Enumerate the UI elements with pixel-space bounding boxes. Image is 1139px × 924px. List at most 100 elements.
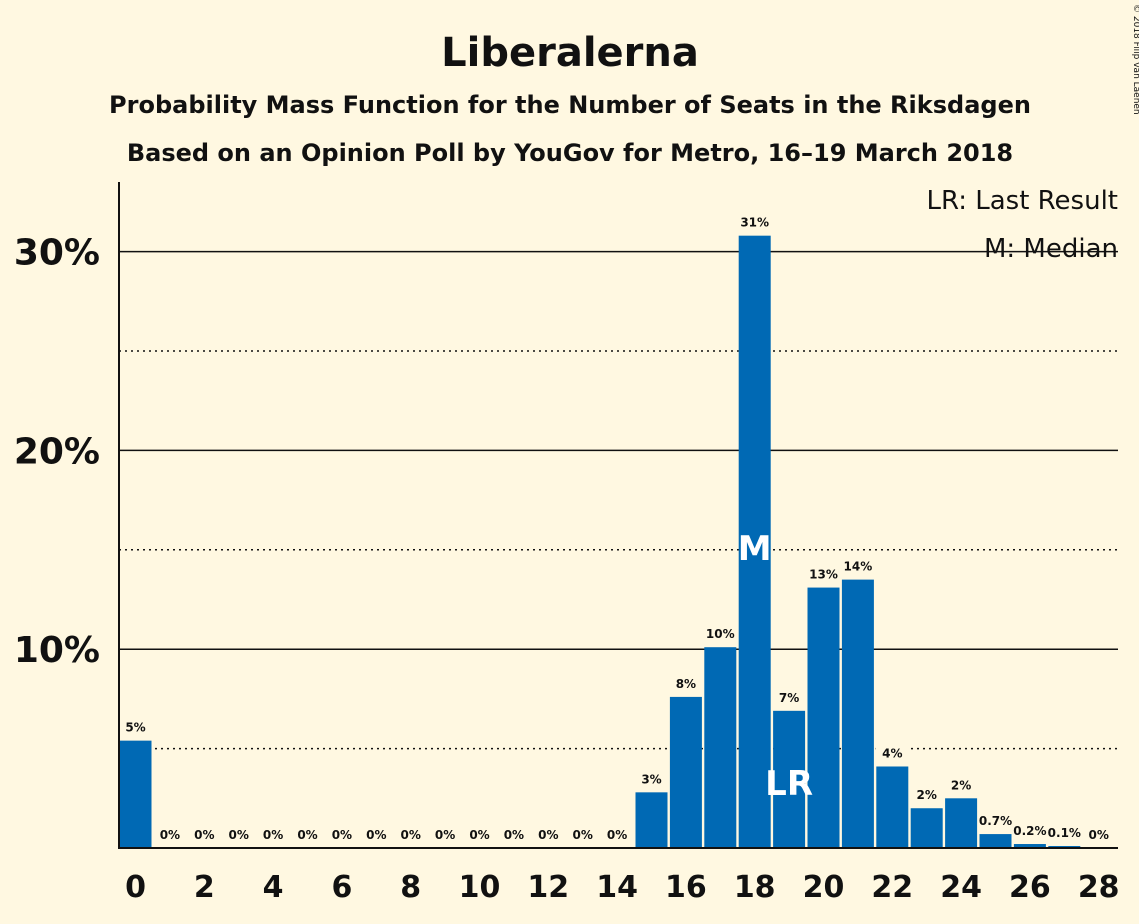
chart-subtitle: Probability Mass Function for the Number… xyxy=(109,91,1031,119)
bar-seat-17 xyxy=(704,647,737,848)
bar-label-backdrop xyxy=(634,769,669,787)
bar-value-label: 14% xyxy=(844,560,873,574)
bar-label-backdrop xyxy=(772,687,807,705)
bar-markers: M LR xyxy=(738,529,813,804)
bar-value-label: 10% xyxy=(706,627,735,641)
bar-value-labels: 5% 0% 0% 0% 0% 0% 0% 0% 0% 0% 0% 0% 0% 0% 0% 3% 8% 10% 31%… xyxy=(118,212,1116,842)
bar-seat-23 xyxy=(910,808,943,848)
bar-seat-21 xyxy=(841,579,874,848)
bar-label-backdrop xyxy=(1012,821,1047,839)
x-tick-label: 26 xyxy=(1009,870,1051,905)
bar-value-label: 0% xyxy=(538,828,558,842)
bar-label-backdrop xyxy=(978,811,1013,829)
bar-label-backdrop xyxy=(531,825,566,842)
bar-seat-18 xyxy=(738,235,771,848)
chart-title: Liberalerna xyxy=(441,30,699,76)
bar-value-label: 0% xyxy=(263,828,283,842)
bar-label-backdrop xyxy=(565,825,600,842)
chart-subtitle-poll: Based on an Opinion Poll by YouGov for M… xyxy=(127,139,1013,167)
bar-label-backdrop xyxy=(118,717,153,735)
copyright-note: © 2018 Filip van Laenen xyxy=(1131,4,1139,115)
bar-label-backdrop xyxy=(875,743,910,761)
bar-value-label: 0% xyxy=(435,828,455,842)
x-axis-ticks: 0 2 4 6 8 10 12 14 16 18 20 22 24 26 28 xyxy=(125,870,1120,905)
x-tick-label: 12 xyxy=(527,870,569,905)
bar-value-label: 0% xyxy=(607,828,627,842)
x-tick-label: 14 xyxy=(596,870,638,905)
bar-label-backdrop xyxy=(703,624,738,642)
bars xyxy=(119,235,1081,848)
bar-label-backdrop xyxy=(1081,825,1116,842)
bar-seat-25 xyxy=(979,834,1012,848)
legend-median: M: Median xyxy=(984,234,1118,264)
bar-label-backdrop xyxy=(324,825,359,842)
bar-label-backdrop xyxy=(909,785,944,803)
bar-seat-15 xyxy=(635,792,668,848)
bar-seat-22 xyxy=(876,766,909,848)
bar-value-label: 7% xyxy=(779,691,799,705)
bar-value-label: 2% xyxy=(951,778,971,792)
y-axis-ticks: 10% 20% 30% xyxy=(14,233,100,672)
bar-label-backdrop xyxy=(806,564,841,582)
bar-seat-16 xyxy=(669,696,702,848)
bar-label-backdrop xyxy=(221,825,256,842)
bar-seat-26 xyxy=(1013,844,1046,848)
bar-seat-0 xyxy=(119,740,152,848)
bar-value-label: 0% xyxy=(504,828,524,842)
bar-label-backdrop xyxy=(359,825,394,842)
x-tick-label: 16 xyxy=(665,870,707,905)
bar-seat-20 xyxy=(807,587,840,848)
x-tick-label: 6 xyxy=(331,870,352,905)
bar-value-label: 2% xyxy=(917,788,937,802)
bar-label-backdrop xyxy=(1047,823,1082,841)
bar-value-label: 0% xyxy=(332,828,352,842)
x-tick-label: 4 xyxy=(263,870,284,905)
bar-label-backdrop xyxy=(187,825,222,842)
bar-label-backdrop xyxy=(668,673,703,691)
median-marker: M xyxy=(738,529,772,569)
bar-label-backdrop xyxy=(393,825,428,842)
bar-label-backdrop xyxy=(944,775,979,793)
bar-value-label: 31% xyxy=(740,216,769,230)
bar-value-label: 4% xyxy=(882,746,902,760)
bar-value-label: 0% xyxy=(401,828,421,842)
bar-value-label: 0.7% xyxy=(979,814,1012,828)
bar-label-backdrop xyxy=(256,825,291,842)
x-tick-label: 24 xyxy=(940,870,982,905)
y-tick-label: 20% xyxy=(14,431,100,472)
bar-seat-19 xyxy=(773,710,806,848)
x-tick-label: 22 xyxy=(871,870,913,905)
legend-last-result: LR: Last Result xyxy=(926,186,1118,216)
bar-value-label: 13% xyxy=(809,568,838,582)
last-result-marker: LR xyxy=(765,764,813,804)
x-tick-label: 18 xyxy=(734,870,776,905)
y-tick-label: 10% xyxy=(14,630,100,671)
bar-label-backdrop xyxy=(737,212,772,230)
bar-value-label: 8% xyxy=(676,677,696,691)
bar-value-label: 0% xyxy=(469,828,489,842)
x-tick-label: 0 xyxy=(125,870,146,905)
bar-value-label: 0.2% xyxy=(1013,824,1046,838)
bar-label-backdrop xyxy=(428,825,463,842)
x-tick-label: 28 xyxy=(1078,870,1120,905)
bar-value-label: 3% xyxy=(641,772,661,786)
x-tick-label: 20 xyxy=(803,870,845,905)
x-tick-label: 10 xyxy=(459,870,501,905)
x-tick-label: 2 xyxy=(194,870,215,905)
bar-seat-24 xyxy=(945,798,978,848)
bar-label-backdrop xyxy=(152,825,187,842)
bar-value-label: 0% xyxy=(366,828,386,842)
bar-label-backdrop xyxy=(290,825,325,842)
bar-value-label: 5% xyxy=(125,721,145,735)
bar-label-backdrop xyxy=(840,556,875,574)
bar-label-backdrop xyxy=(600,825,635,842)
bar-value-label: 0% xyxy=(1089,828,1109,842)
bar-label-backdrop xyxy=(496,825,531,842)
bar-value-label: 0% xyxy=(297,828,317,842)
x-tick-label: 8 xyxy=(400,870,421,905)
bar-value-label: 0.1% xyxy=(1048,826,1081,840)
y-tick-label: 30% xyxy=(14,233,100,274)
bar-value-label: 0% xyxy=(229,828,249,842)
bar-value-label: 0% xyxy=(160,828,180,842)
